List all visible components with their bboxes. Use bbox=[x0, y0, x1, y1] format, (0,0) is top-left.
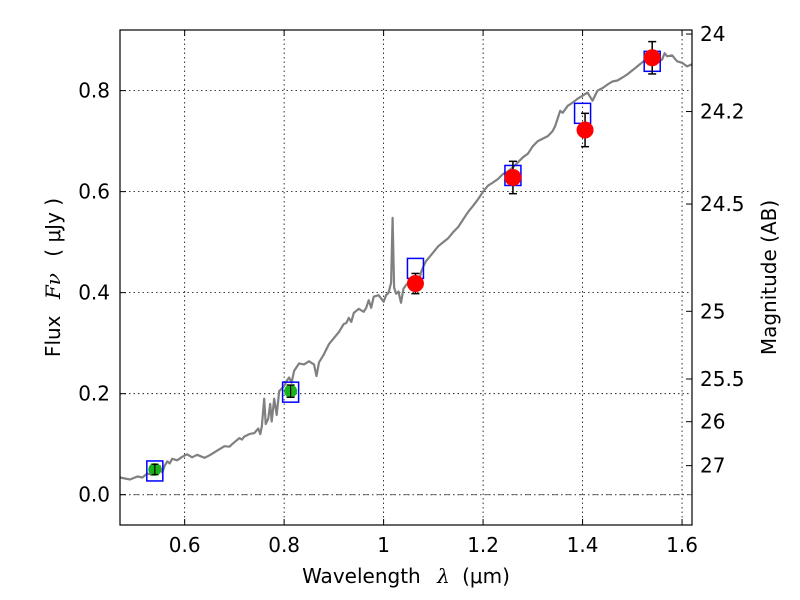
spectrum-series bbox=[119, 52, 693, 481]
observed-point bbox=[576, 121, 594, 139]
y-tick-label: 0.6 bbox=[78, 180, 110, 204]
plot-frame bbox=[119, 29, 693, 526]
observed-point bbox=[643, 49, 661, 67]
magnitude-tick-label: 24 bbox=[700, 22, 725, 46]
x-axis-label: Wavelength λ (μm) bbox=[302, 564, 510, 588]
magnitude-tick-label: 24.2 bbox=[700, 100, 745, 124]
magnitude-tick-label: 27 bbox=[700, 454, 725, 478]
x-tick-label: 1.2 bbox=[467, 533, 499, 557]
error-bars bbox=[150, 40, 657, 476]
x-tick-label: 0.6 bbox=[169, 533, 201, 557]
x-tick-label: 1 bbox=[377, 533, 390, 557]
magnitude-tick-label: 25.5 bbox=[700, 367, 745, 391]
y-tick-label: 0.2 bbox=[78, 382, 110, 406]
grid bbox=[120, 30, 692, 525]
magnitude-axis-label: Magnitude (AB) bbox=[757, 200, 781, 355]
observed-flux-series bbox=[148, 49, 661, 476]
magnitude-tick-label: 26 bbox=[700, 410, 725, 434]
model-band-square bbox=[281, 381, 300, 403]
magnitude-tick-label: 25 bbox=[700, 299, 725, 323]
y-axis-label: Flux Fν ( μJy ) bbox=[41, 198, 65, 357]
x-tick-label: 1.4 bbox=[567, 533, 599, 557]
x-tick-label: 0.8 bbox=[268, 533, 300, 557]
observed-point bbox=[406, 275, 424, 293]
magnitude-tick-label: 24.5 bbox=[700, 192, 745, 216]
y-tick-label: 0.8 bbox=[78, 79, 110, 103]
observed-point bbox=[504, 168, 522, 186]
model-band-flux-series bbox=[146, 50, 661, 482]
spectrum-line bbox=[119, 52, 693, 481]
x-tick-label: 1.6 bbox=[666, 533, 698, 557]
axis-ticks: 0.6 0.8 1 1.2 1.4 1.6 0.0 0.2 0.4 0.6 0.8 24 24.2 24.… bbox=[78, 22, 744, 557]
y-tick-label: 0.0 bbox=[78, 483, 110, 507]
y-tick-label: 0.4 bbox=[78, 281, 110, 305]
model-band-square bbox=[146, 460, 164, 482]
